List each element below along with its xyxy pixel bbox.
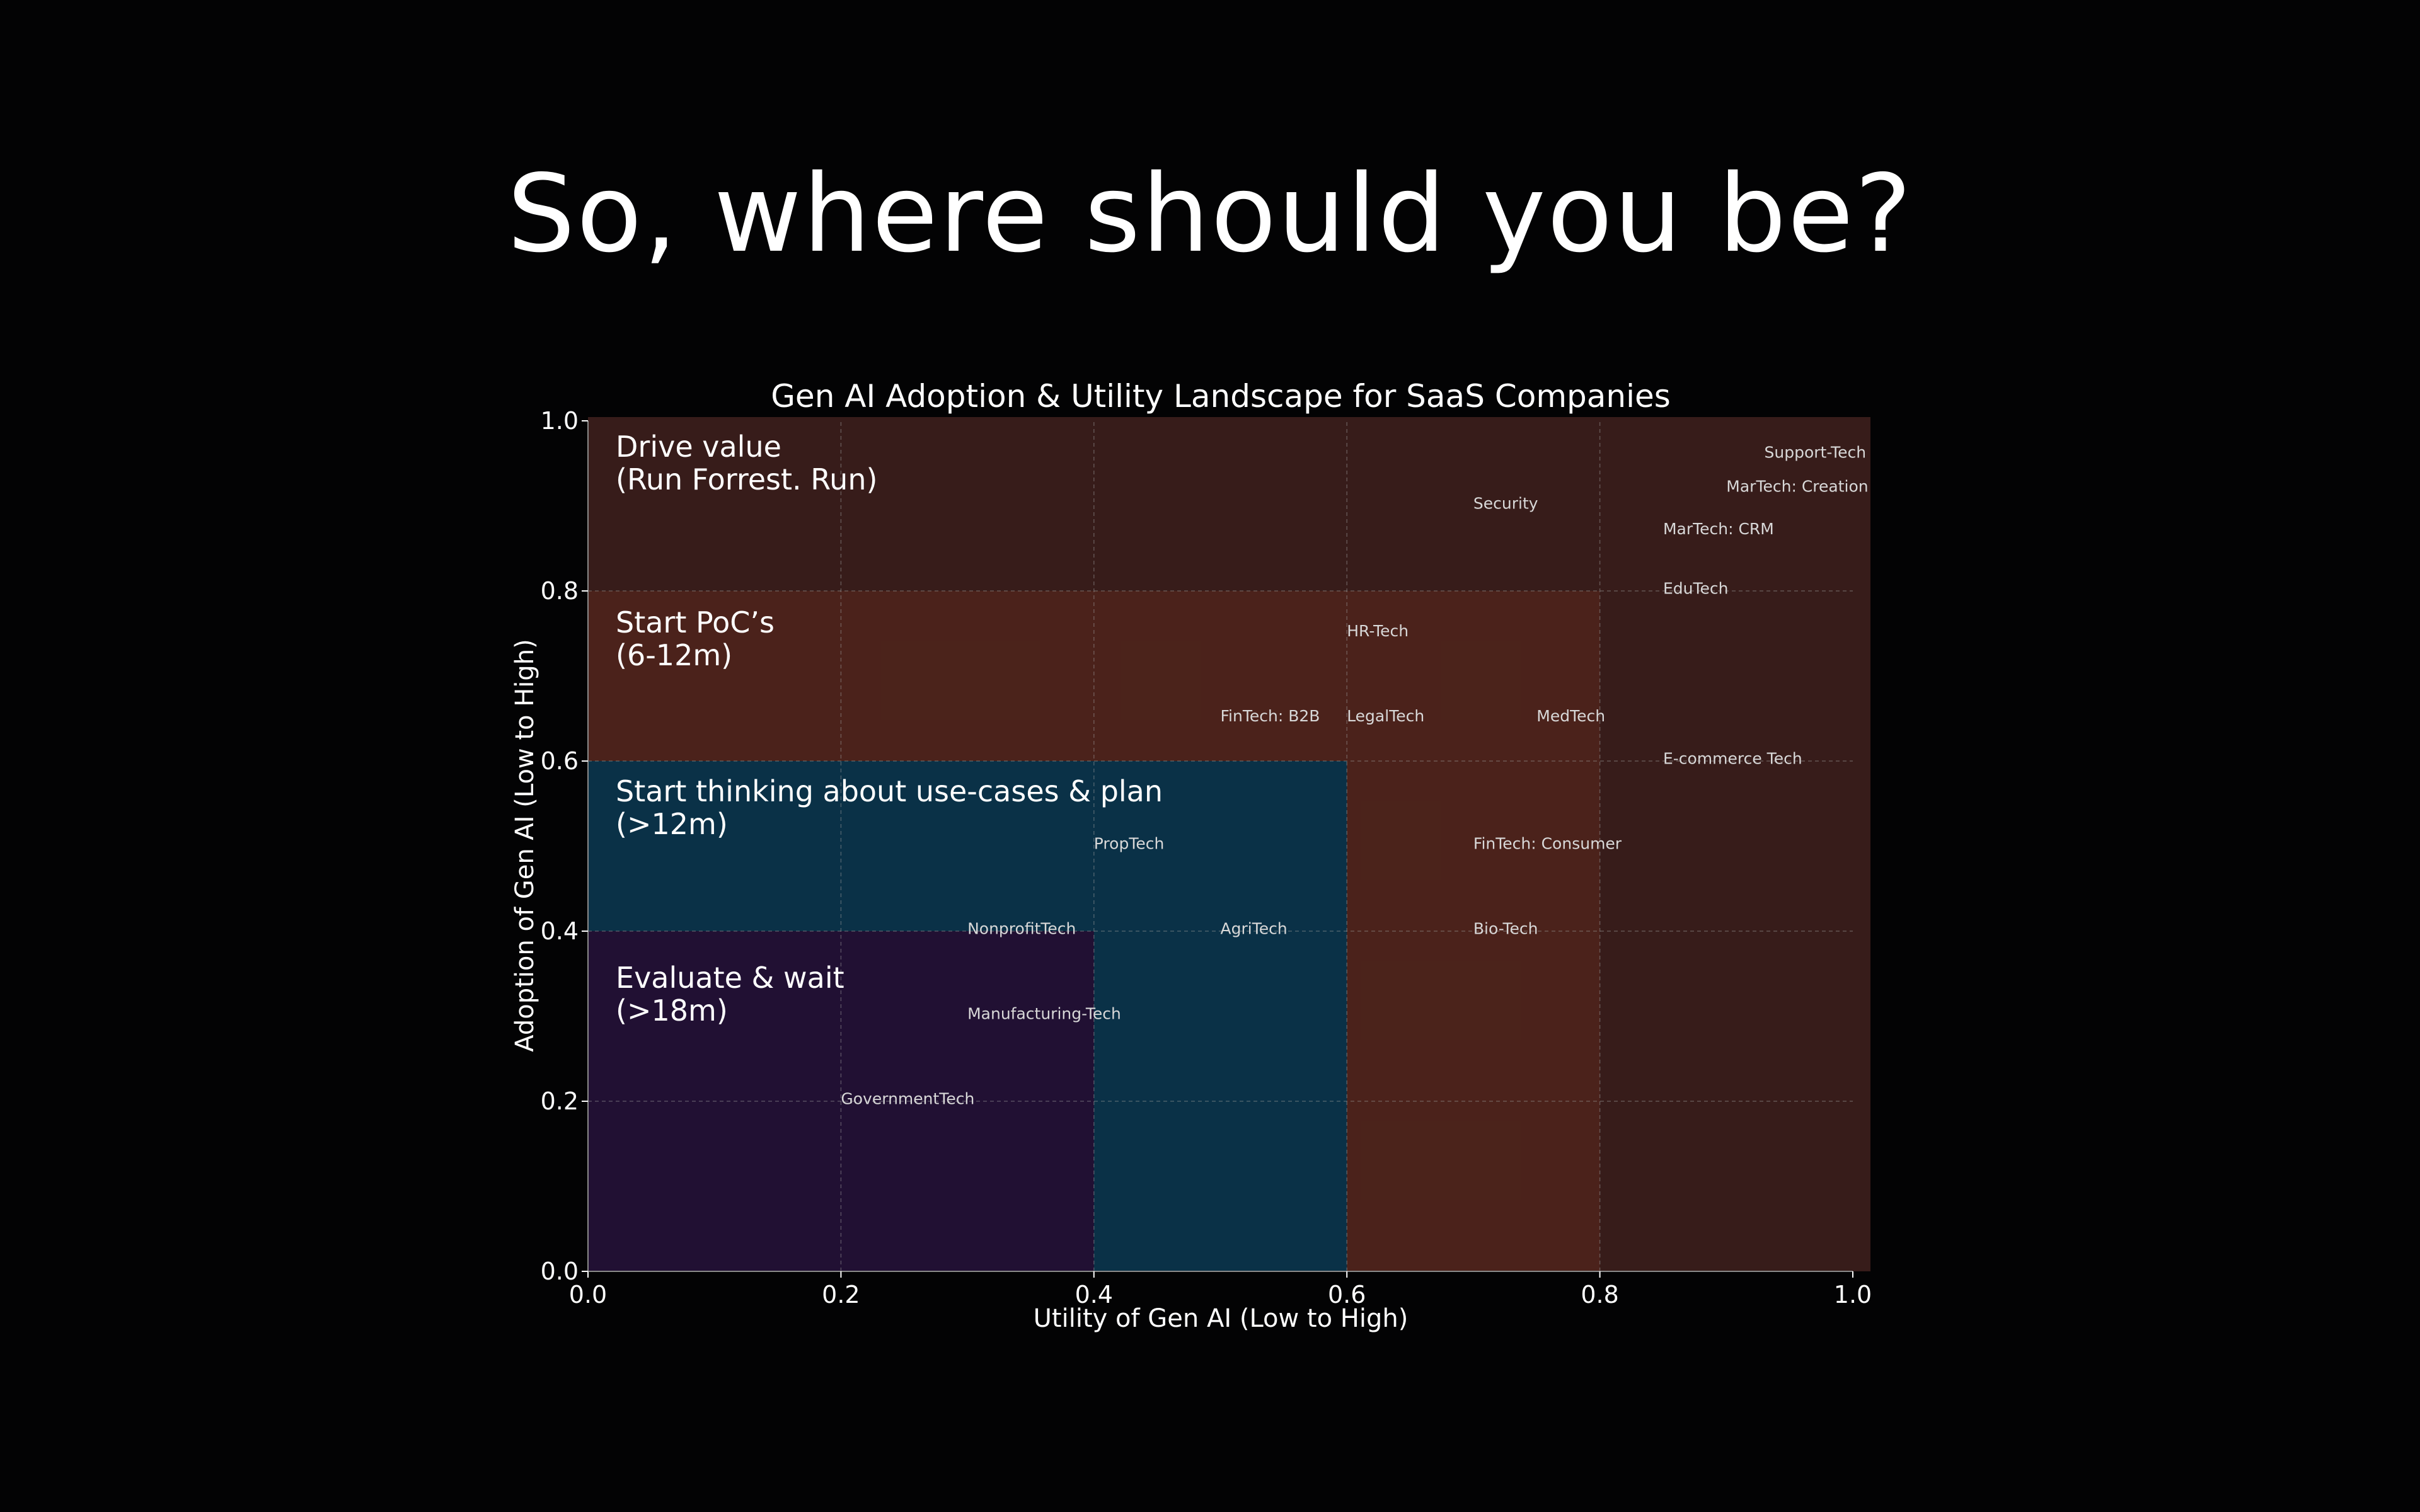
point-label: LegalTech: [1347, 707, 1424, 725]
point-label: Bio-Tech: [1473, 920, 1538, 938]
point-label: FinTech: Consumer: [1473, 835, 1622, 853]
point-label: EduTech: [1663, 580, 1729, 598]
y-tick-label: 1.0: [541, 407, 579, 435]
point-label: Security: [1473, 495, 1538, 513]
region-label: Start PoC’s: [616, 605, 775, 639]
y-axis-label: Adoption of Gen AI (Low to High): [510, 639, 539, 1052]
x-tick-label: 0.4: [1075, 1281, 1113, 1309]
point-label: PropTech: [1094, 835, 1165, 853]
plot-area: 0.0 0.2 0.4 0.6 0.8 1.0 0.0 0.2 0.4 0.6 0.8 1.0 Driv…: [541, 407, 1872, 1309]
point-label: MarTech: CRM: [1663, 520, 1774, 538]
point-label: MarTech: Creation: [1726, 478, 1868, 496]
y-tick-label: 0.0: [541, 1257, 579, 1285]
chart-title: Gen AI Adoption & Utility Landscape for …: [771, 378, 1671, 415]
point-label: FinTech: B2B: [1221, 707, 1320, 725]
region-label: (Run Forrest. Run): [616, 462, 877, 496]
point-label: NonprofitTech: [967, 920, 1076, 938]
point-label: HR-Tech: [1347, 622, 1409, 640]
x-tick-label: 0.8: [1581, 1281, 1618, 1309]
x-axis-label: Utility of Gen AI (Low to High): [1034, 1304, 1409, 1333]
y-tick-label: 0.8: [541, 577, 579, 605]
region-label: (6-12m): [616, 638, 732, 672]
point-label: MedTech: [1536, 707, 1605, 725]
point-label: E-commerce Tech: [1663, 750, 1802, 768]
point-label: Support-Tech: [1765, 444, 1867, 462]
region-label: Start thinking about use-cases & plan: [616, 774, 1163, 808]
region-label: (>18m): [616, 994, 728, 1028]
x-tick-label: 0.0: [569, 1281, 607, 1309]
y-tick-label: 0.2: [541, 1087, 579, 1115]
y-tick-label: 0.4: [541, 917, 579, 945]
x-tick-label: 0.6: [1328, 1281, 1366, 1309]
point-label: AgriTech: [1221, 920, 1288, 938]
y-tick-label: 0.6: [541, 747, 579, 775]
region-label: Drive value: [616, 430, 781, 464]
point-label: GovernmentTech: [841, 1090, 974, 1108]
x-tick-label: 0.2: [822, 1281, 860, 1309]
region-1: [588, 421, 1853, 591]
region-label: Evaluate & wait: [616, 961, 844, 995]
region-4: [588, 931, 1094, 1271]
slide-title: So, where should you be?: [507, 152, 1913, 277]
point-label: Manufacturing-Tech: [967, 1005, 1121, 1023]
region-label: (>12m): [616, 807, 728, 841]
x-tick-label: 1.0: [1834, 1281, 1872, 1309]
